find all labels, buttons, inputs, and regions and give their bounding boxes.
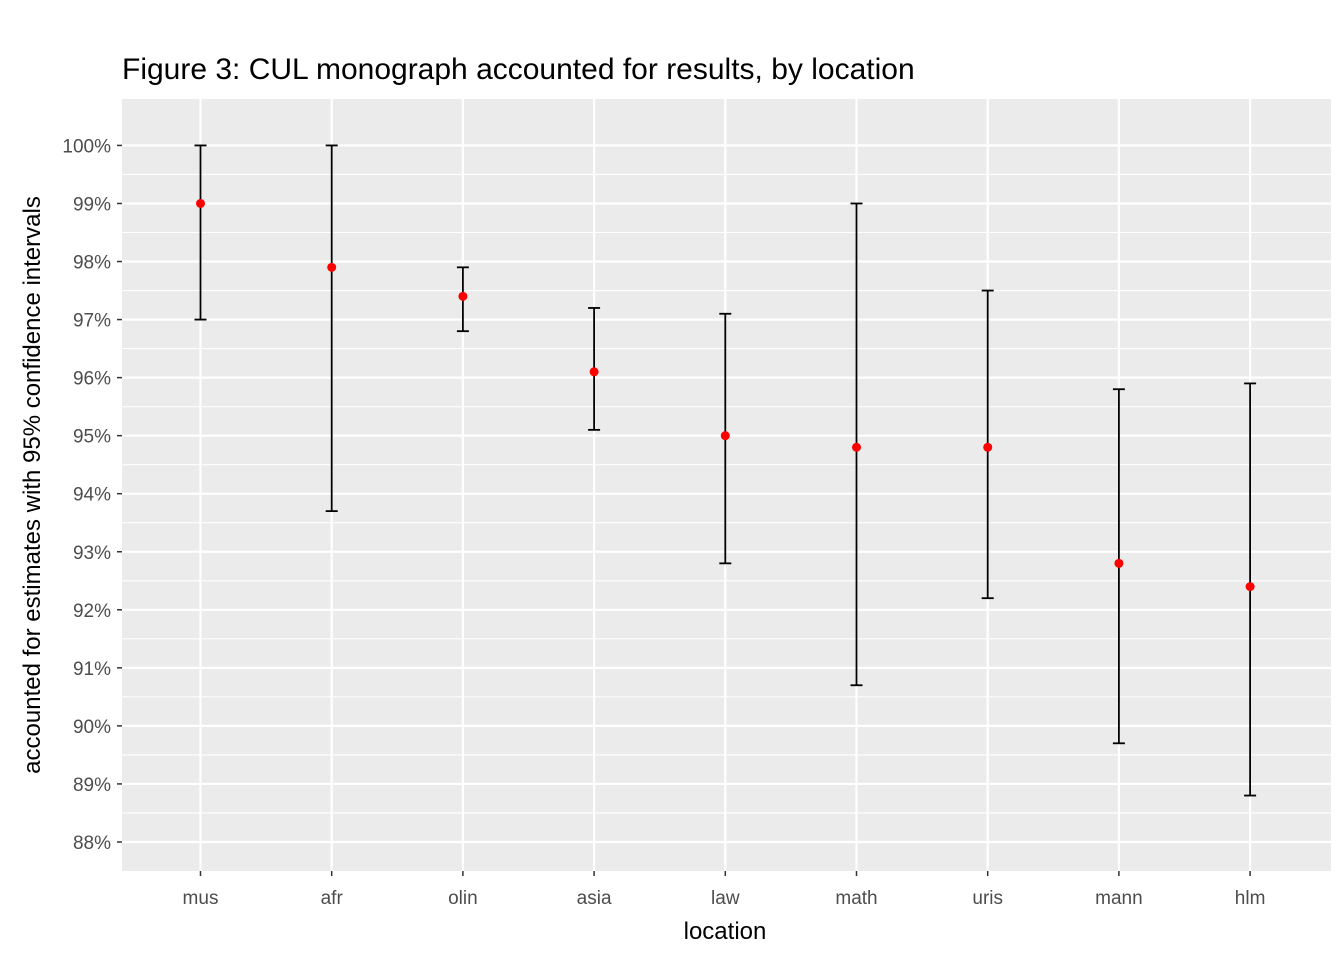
plot-panel xyxy=(122,99,1331,871)
y-tick-label: 98% xyxy=(73,253,111,274)
x-axis: mus afr olin asia law math uris mann hlm xyxy=(183,871,1266,909)
x-tick-label: math xyxy=(835,888,877,909)
y-tick-label: 92% xyxy=(73,601,111,622)
estimate-point-mus xyxy=(196,198,205,208)
x-tick-label: mann xyxy=(1095,888,1143,909)
estimate-point-mann xyxy=(1114,558,1124,568)
estimate-point-asia xyxy=(589,367,599,377)
y-tick-label: 90% xyxy=(73,717,111,738)
y-tick-label: 99% xyxy=(73,194,111,215)
estimate-point-olin xyxy=(458,291,468,301)
estimate-point-uris xyxy=(983,442,993,452)
y-tick-label: 94% xyxy=(73,485,111,506)
x-tick-label: asia xyxy=(577,888,612,909)
y-tick-label: 97% xyxy=(73,311,111,332)
error-bar-afr xyxy=(325,144,338,513)
y-tick-label: 89% xyxy=(73,775,111,796)
x-axis-title: location xyxy=(684,918,767,945)
x-tick-label: mus xyxy=(183,888,219,909)
y-tick-label: 88% xyxy=(73,833,111,854)
y-tick-label: 96% xyxy=(73,369,111,390)
x-tick-label: olin xyxy=(448,888,478,909)
y-tick-label: 93% xyxy=(73,543,111,564)
estimate-points xyxy=(196,198,1255,592)
major-gridlines xyxy=(122,99,1331,871)
x-tick-label: law xyxy=(711,888,740,909)
chart-title: Figure 3: CUL monograph accounted for re… xyxy=(122,53,915,86)
estimate-point-afr xyxy=(327,262,337,272)
estimate-point-hlm xyxy=(1245,582,1255,592)
x-tick-label: hlm xyxy=(1235,888,1266,909)
y-tick-label: 91% xyxy=(73,659,111,680)
y-tick-label: 95% xyxy=(73,427,111,448)
error-bar-mus xyxy=(194,144,207,321)
y-axis-title: accounted for estimates with 95% confide… xyxy=(19,196,46,774)
minor-gridlines xyxy=(122,173,1331,814)
y-tick-label: 100% xyxy=(62,136,111,157)
estimate-point-math xyxy=(852,442,861,452)
y-axis: 88% 89% 90% 91% 92% 93% 94% 95% 96% 97% 98% 99% 100% xyxy=(62,136,122,854)
estimate-point-law xyxy=(720,431,730,441)
x-tick-label: uris xyxy=(972,888,1003,909)
x-tick-label: afr xyxy=(321,888,344,909)
